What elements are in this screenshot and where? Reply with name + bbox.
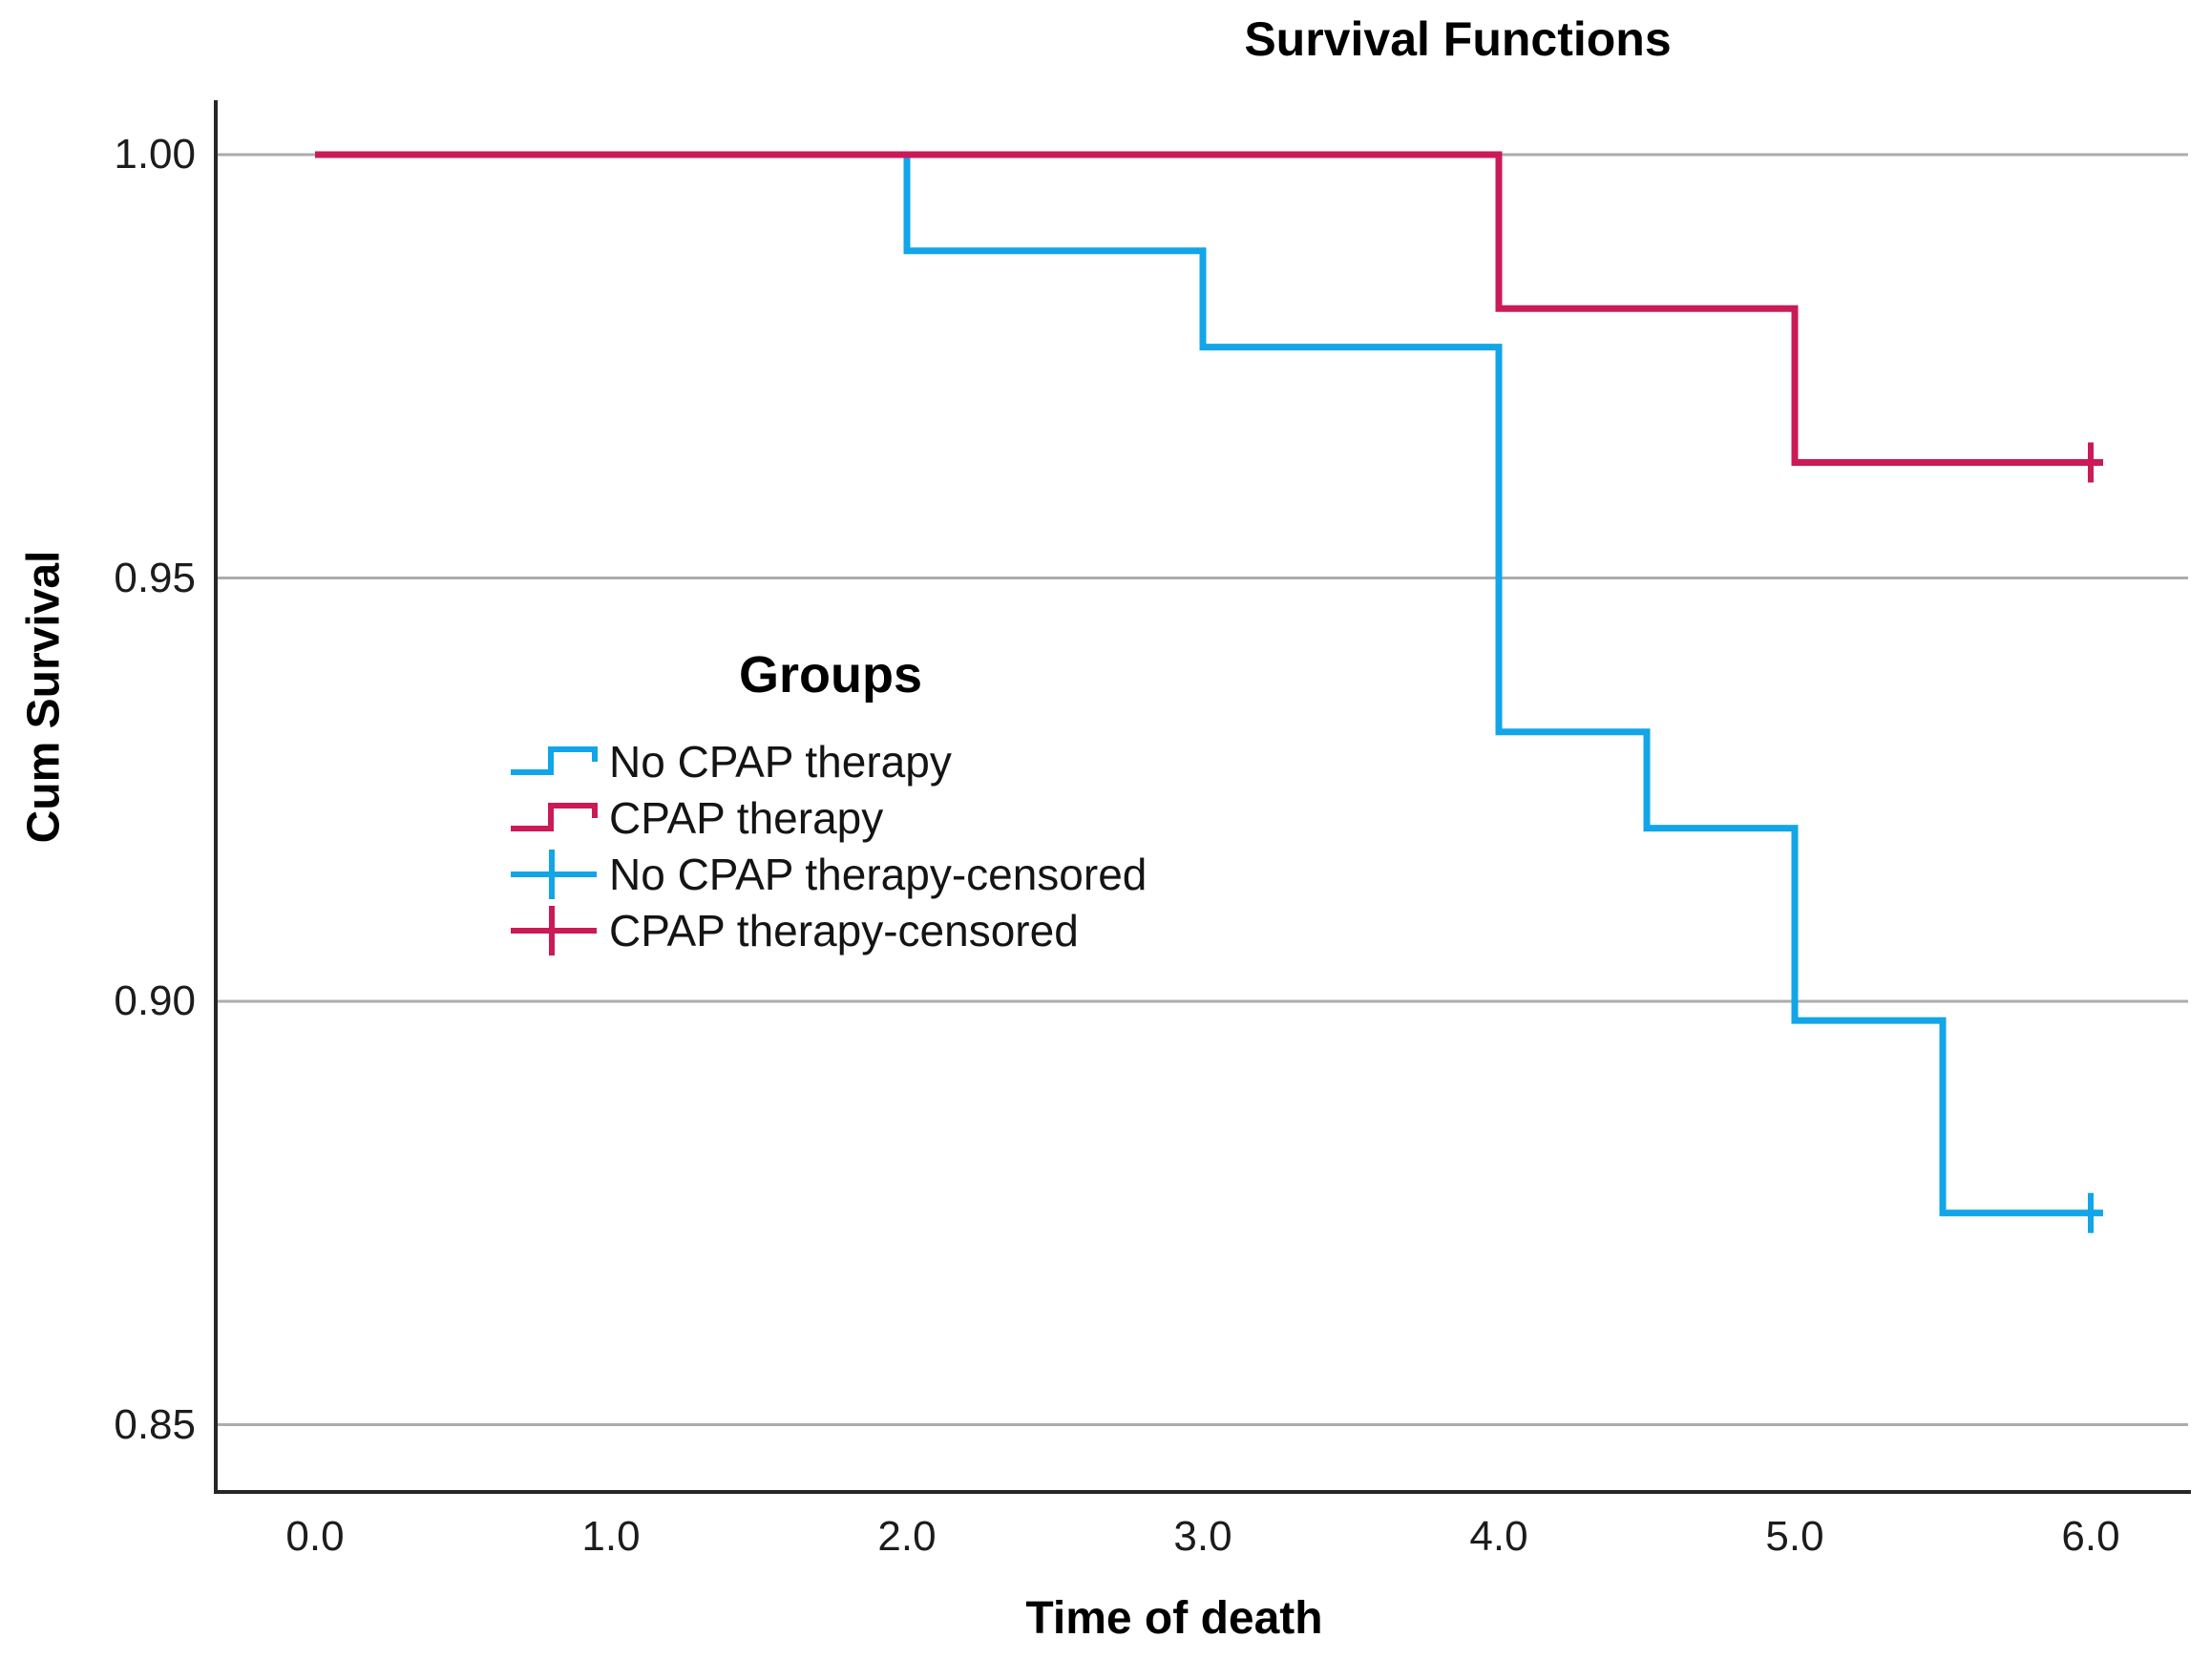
chart-title: Survival Functions xyxy=(1244,12,1672,66)
step-line-icon xyxy=(511,746,598,775)
legend-item-cpap: CPAP therapy xyxy=(509,789,1147,846)
y-axis-title: Cum Survival xyxy=(18,550,70,844)
legend-item-list: No CPAP therapy CPAP therapy No CPAP the… xyxy=(509,733,1147,958)
legend-item-cpap-censored: CPAP therapy-censored xyxy=(509,902,1147,958)
x-tick-label: 5.0 xyxy=(1765,1513,1824,1560)
x-tick-label: 2.0 xyxy=(877,1513,937,1560)
y-tick-label: 1.00 xyxy=(114,131,196,178)
legend-item-no-cpap-censored: No CPAP therapy-censored xyxy=(509,846,1147,902)
x-axis-title: Time of death xyxy=(1025,1593,1323,1644)
x-tick-label: 4.0 xyxy=(1469,1513,1528,1560)
legend-item-label: No CPAP therapy xyxy=(609,736,952,787)
legend-title: Groups xyxy=(738,646,923,704)
y-tick-label: 0.90 xyxy=(114,977,196,1024)
legend-item-no-cpap: No CPAP therapy xyxy=(509,733,1147,789)
x-tick-label: 3.0 xyxy=(1173,1513,1232,1560)
step-line-icon xyxy=(511,802,598,831)
legend-item-label: No CPAP therapy-censored xyxy=(609,849,1148,899)
legend-item-label: CPAP therapy xyxy=(609,792,884,843)
legend-item-label: CPAP therapy-censored xyxy=(609,905,1079,956)
x-tick-label: 0.0 xyxy=(285,1513,345,1560)
x-tick-label: 1.0 xyxy=(581,1513,641,1560)
y-tick-label: 0.85 xyxy=(114,1400,196,1448)
x-tick-label: 6.0 xyxy=(2061,1513,2120,1560)
censored-plus-icon xyxy=(511,905,597,956)
censored-plus-icon xyxy=(511,849,597,899)
y-tick-label: 0.95 xyxy=(114,554,196,601)
survival-curve xyxy=(315,151,2103,467)
survival-curve xyxy=(315,151,2103,1217)
